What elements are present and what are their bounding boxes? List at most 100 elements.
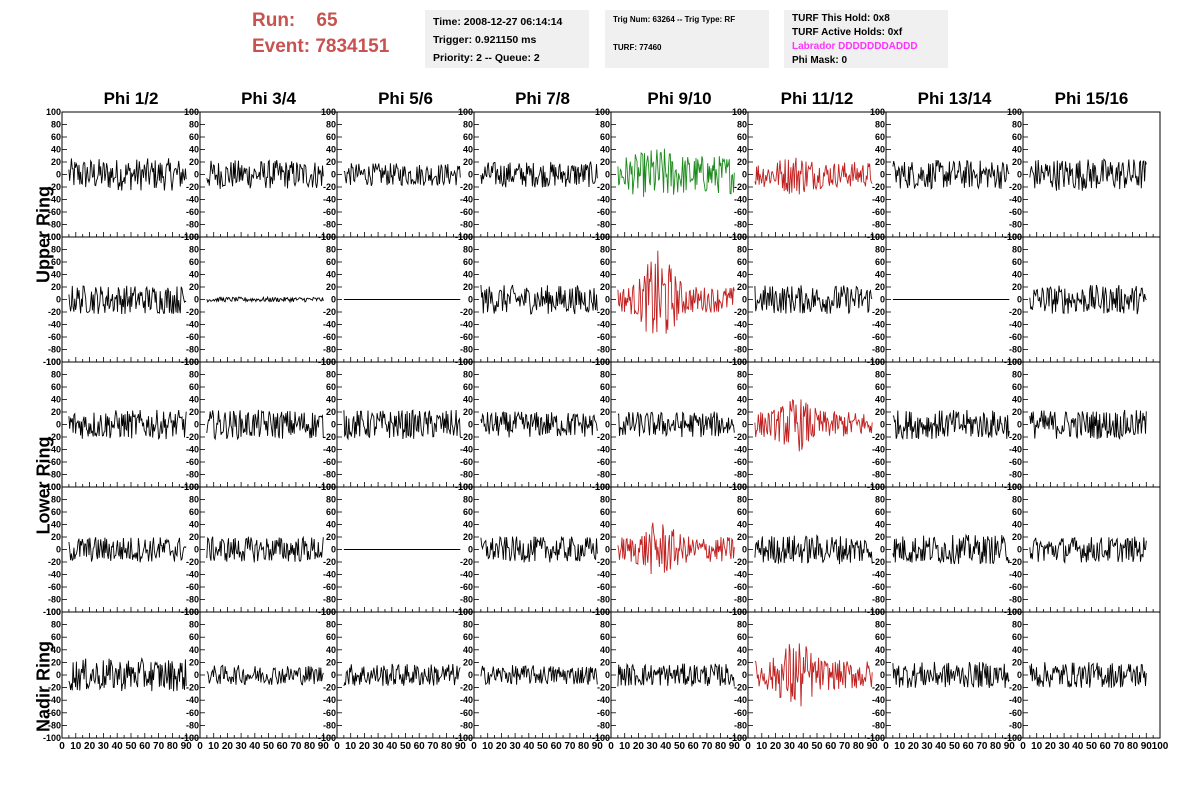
x-tick-label: 90 <box>592 741 604 752</box>
x-tick-label: 10 <box>345 741 357 752</box>
waveform-trace <box>617 662 735 687</box>
x-tick-label: 90 <box>181 741 193 752</box>
column-title: Phi 1/2 <box>104 89 159 108</box>
x-tick-label: 80 <box>853 741 865 752</box>
y-tick-label: -100 <box>43 482 61 492</box>
y-tick-label: -100 <box>455 733 473 743</box>
waveform-trace <box>1029 662 1147 688</box>
y-tick-label: 20 <box>326 657 336 667</box>
y-tick-label: 100 <box>458 357 473 367</box>
y-tick-label: 100 <box>458 482 473 492</box>
x-tick-label: 20 <box>359 741 371 752</box>
y-tick-label: 40 <box>51 270 61 280</box>
y-tick-label: 40 <box>600 520 610 530</box>
y-tick-label: -60 <box>734 457 747 467</box>
y-tick-label: 40 <box>1012 645 1022 655</box>
y-tick-label: 40 <box>875 645 885 655</box>
x-tick-label: 40 <box>249 741 261 752</box>
y-tick-label: -20 <box>872 182 885 192</box>
y-tick-label: 60 <box>1012 382 1022 392</box>
y-tick-label: 0 <box>1017 670 1022 680</box>
y-tick-label: 40 <box>875 395 885 405</box>
y-tick-label: 80 <box>189 620 199 630</box>
y-tick-label: 20 <box>737 657 747 667</box>
y-tick-label: 20 <box>1012 407 1022 417</box>
turf-text: TURF: 77460 <box>613 43 662 52</box>
y-tick-label: 20 <box>326 157 336 167</box>
x-tick-label: 50 <box>263 741 275 752</box>
y-tick-label: 0 <box>742 545 747 555</box>
y-tick-label: 60 <box>1012 257 1022 267</box>
y-tick-label: 40 <box>737 270 747 280</box>
waveform-trace <box>1029 409 1147 441</box>
x-tick-label: 60 <box>414 741 426 752</box>
run-label: Run: 65 <box>252 10 338 31</box>
y-tick-label: -20 <box>186 683 199 693</box>
y-tick-label: -60 <box>48 332 61 342</box>
waveform-trace <box>206 664 324 686</box>
y-tick-label: -60 <box>597 207 610 217</box>
y-tick-label: -60 <box>186 332 199 342</box>
waveform-trace <box>892 159 1010 190</box>
y-tick-label: -80 <box>872 345 885 355</box>
waveform-trace <box>1029 536 1147 564</box>
y-tick-label: 60 <box>326 507 336 517</box>
y-tick-label: 100 <box>321 357 336 367</box>
panel-frame <box>473 486 612 613</box>
y-tick-label: -80 <box>597 345 610 355</box>
y-tick-label: -20 <box>734 182 747 192</box>
y-tick-label: 0 <box>605 420 610 430</box>
y-tick-label: 20 <box>875 532 885 542</box>
y-tick-label: 40 <box>463 270 473 280</box>
x-tick-label: 20 <box>770 741 782 752</box>
y-tick-label: 80 <box>875 620 885 630</box>
y-tick-label: 0 <box>331 170 336 180</box>
y-tick-label: -60 <box>1009 332 1022 342</box>
y-tick-label: 0 <box>605 170 610 180</box>
y-tick-label: 20 <box>189 282 199 292</box>
y-tick-label: 40 <box>600 145 610 155</box>
x-tick-label: 50 <box>949 741 961 752</box>
x-tick-label: 90 <box>455 741 467 752</box>
y-tick-label: -40 <box>460 445 473 455</box>
y-tick-label: 60 <box>737 382 747 392</box>
y-tick-label: -80 <box>460 720 473 730</box>
y-tick-label: 60 <box>189 632 199 642</box>
y-tick-label: -60 <box>734 582 747 592</box>
y-tick-label: 20 <box>600 657 610 667</box>
y-tick-label: 60 <box>875 132 885 142</box>
y-tick-label: 100 <box>458 232 473 242</box>
y-tick-label: -20 <box>460 557 473 567</box>
y-tick-label: 0 <box>605 670 610 680</box>
turf-active-holds-text: TURF Active Holds: 0xf <box>792 27 903 38</box>
panel-frame <box>885 611 1024 739</box>
y-tick-label: -40 <box>186 195 199 205</box>
y-tick-label: -40 <box>186 320 199 330</box>
waveform-trace <box>68 537 187 563</box>
y-tick-label: 0 <box>742 670 747 680</box>
y-tick-label: 20 <box>189 532 199 542</box>
y-tick-label: -40 <box>323 445 336 455</box>
y-tick-label: -40 <box>872 570 885 580</box>
y-tick-label: 0 <box>742 420 747 430</box>
y-tick-label: -100 <box>729 733 747 743</box>
x-tick-label: 10 <box>619 741 631 752</box>
y-tick-label: 20 <box>463 407 473 417</box>
y-tick-label: -100 <box>181 733 199 743</box>
y-tick-label: 60 <box>600 257 610 267</box>
y-tick-label: 60 <box>600 382 610 392</box>
y-tick-label: 0 <box>605 545 610 555</box>
y-tick-label: -80 <box>597 470 610 480</box>
y-tick-label: -60 <box>460 708 473 718</box>
x-tick-label: 30 <box>647 741 659 752</box>
x-tick-label: 0 <box>471 741 477 752</box>
y-tick-label: -60 <box>460 582 473 592</box>
y-tick-label: -40 <box>186 695 199 705</box>
